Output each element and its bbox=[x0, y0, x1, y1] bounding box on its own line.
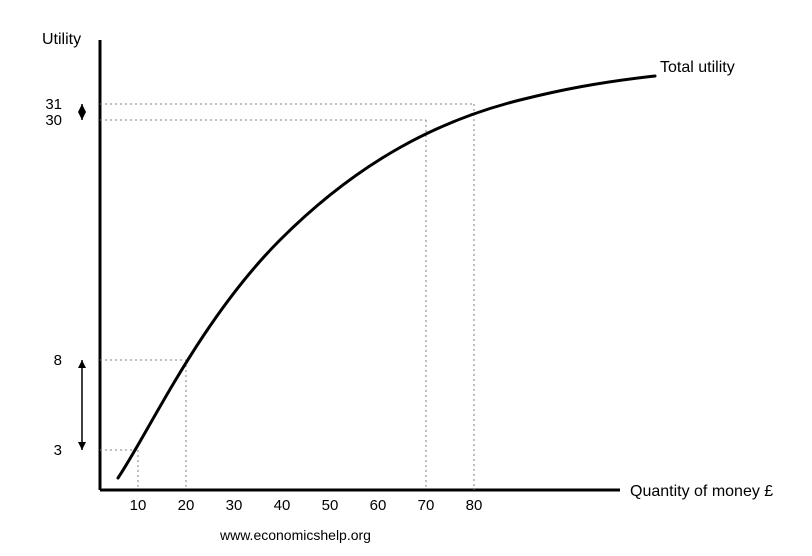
x-tick-label: 10 bbox=[130, 497, 147, 514]
x-tick-label: 20 bbox=[178, 497, 195, 514]
footer-text: www.economicshelp.org bbox=[219, 527, 371, 543]
x-tick-label: 70 bbox=[418, 497, 435, 514]
x-axis-label: Quantity of money £ bbox=[630, 483, 773, 500]
x-tick-label: 50 bbox=[322, 497, 339, 514]
x-tick-label: 30 bbox=[226, 497, 243, 514]
y-axis-label: Utility bbox=[42, 31, 81, 48]
x-tick-label: 80 bbox=[466, 497, 483, 514]
y-annotation-label: 8 bbox=[54, 352, 62, 369]
y-annotation-label: 30 bbox=[45, 112, 62, 129]
x-tick-label: 60 bbox=[370, 497, 387, 514]
chart-svg: 1020304050607080383031UtilityQuantity of… bbox=[0, 0, 812, 556]
x-tick-label: 40 bbox=[274, 497, 291, 514]
y-annotation-label: 31 bbox=[45, 96, 62, 113]
y-annotation-label: 3 bbox=[54, 442, 62, 459]
curve-label: Total utility bbox=[660, 59, 735, 76]
utility-chart: 1020304050607080383031UtilityQuantity of… bbox=[0, 0, 812, 556]
